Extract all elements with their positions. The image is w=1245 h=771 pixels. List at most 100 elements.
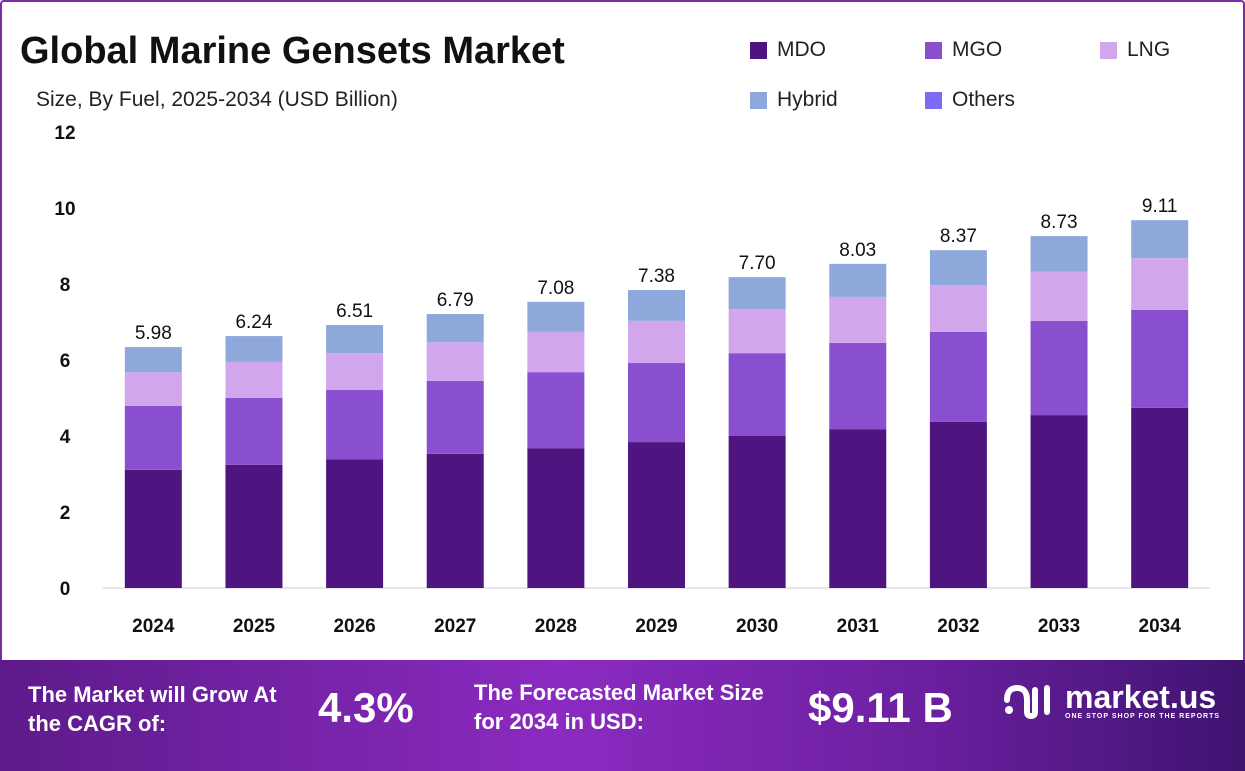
- bar-segment-lng-2024: [124, 372, 182, 406]
- total-label: 9.11: [1142, 196, 1178, 217]
- market-us-logo: market.us ONE STOP SHOP FOR THE REPORTS: [1003, 680, 1220, 720]
- y-tick-label: 2: [60, 503, 71, 524]
- bar-segment-hybrid-2026: [326, 325, 384, 354]
- total-label: 6.24: [235, 312, 272, 333]
- y-tick-label: 6: [60, 351, 71, 372]
- x-tick-label: 2033: [1038, 616, 1080, 637]
- total-label: 6.51: [336, 301, 373, 322]
- bar-segment-mgo-2028: [527, 372, 585, 449]
- stacked-bar-chart: 0 2 4 6 8 10 12 5.98 2024 6.24 2025 6.51 2026 6.79 202…: [54, 123, 1210, 637]
- bar-segment-lng-2025: [225, 361, 283, 398]
- total-label: 7.70: [739, 253, 776, 274]
- y-tick-label: 0: [60, 579, 71, 600]
- bar-segment-mdo-2027: [426, 453, 484, 588]
- bar-segment-mgo-2026: [326, 390, 384, 460]
- bar-segment-hybrid-2030: [728, 277, 786, 310]
- bar-segment-mgo-2033: [1030, 320, 1088, 416]
- bar-segment-mdo-2024: [124, 469, 182, 588]
- x-tick-label: 2025: [233, 616, 276, 637]
- legend-label: Hybrid: [777, 88, 838, 111]
- x-tick-label: 2029: [635, 616, 677, 637]
- footer-banner: The Market will Grow At the CAGR of: 4.3…: [0, 660, 1245, 771]
- bar-segment-mgo-2024: [124, 405, 182, 470]
- y-tick-label: 4: [60, 427, 71, 448]
- bar-segment-lng-2028: [527, 331, 585, 373]
- logo-name: market.us: [1065, 678, 1217, 715]
- bar-segment-mgo-2032: [929, 331, 987, 422]
- bar-segment-lng-2027: [426, 342, 484, 381]
- legend-swatch: [750, 41, 767, 59]
- legend-item-hybrid: Hybrid: [750, 88, 925, 112]
- legend: MDO MGO LNG Hybrid Others: [750, 38, 1230, 112]
- bar-segment-lng-2034: [1131, 258, 1189, 310]
- bar-segment-mgo-2034: [1131, 309, 1189, 408]
- y-tick-label: 12: [54, 123, 75, 144]
- x-tick-label: 2032: [937, 616, 979, 637]
- cagr-value: 4.3%: [318, 684, 414, 731]
- bar-segment-lng-2029: [628, 320, 685, 364]
- legend-label: MDO: [777, 38, 826, 61]
- bar-segment-mgo-2025: [225, 398, 283, 465]
- x-tick-label: 2028: [535, 616, 577, 637]
- bar-segment-lng-2026: [326, 353, 384, 391]
- bar-segment-hybrid-2024: [124, 347, 182, 373]
- bar-segment-lng-2033: [1030, 271, 1088, 321]
- bar-segment-mgo-2030: [728, 353, 786, 436]
- bar-segment-mdo-2030: [728, 436, 786, 588]
- logo-tagline: ONE STOP SHOP FOR THE REPORTS: [1065, 712, 1221, 720]
- legend-swatch: [1100, 41, 1117, 59]
- x-tick-label: 2030: [736, 616, 778, 637]
- logo-icon: [1004, 684, 1050, 720]
- y-tick-label: 10: [54, 199, 75, 220]
- legend-item-mdo: MDO: [750, 38, 925, 62]
- bar-segment-mgo-2027: [426, 380, 484, 454]
- y-tick-label: 8: [60, 275, 71, 296]
- bar-segment-mdo-2034: [1131, 407, 1189, 588]
- total-label: 8.37: [940, 226, 977, 247]
- chart-subtitle: Size, By Fuel, 2025-2034 (USD Billion): [36, 88, 398, 111]
- bar-segment-mdo-2033: [1030, 415, 1088, 588]
- x-tick-label: 2031: [837, 616, 880, 637]
- total-label: 6.79: [437, 290, 474, 311]
- legend-item-lng: LNG: [1100, 38, 1230, 62]
- bar-segment-lng-2032: [929, 285, 987, 332]
- bar-segment-mgo-2029: [628, 363, 685, 443]
- legend-swatch: [750, 91, 767, 109]
- cagr-label: The Market will Grow At the CAGR of:: [28, 682, 277, 736]
- total-label: 8.03: [839, 240, 876, 261]
- bar-segment-hybrid-2029: [628, 290, 685, 321]
- legend-label: LNG: [1127, 38, 1171, 61]
- forecast-label: The Forecasted Market Size for 2034 in U…: [474, 680, 764, 734]
- x-tick-label: 2027: [434, 616, 476, 637]
- bar-segment-mdo-2029: [628, 442, 685, 588]
- x-tick-label: 2024: [132, 616, 175, 637]
- total-label: 8.73: [1041, 212, 1078, 233]
- bar-segment-hybrid-2034: [1131, 220, 1189, 259]
- forecast-value: $9.11 B: [808, 684, 953, 731]
- bar-segment-hybrid-2027: [426, 314, 484, 343]
- bar-segment-mdo-2028: [527, 448, 585, 588]
- legend-label: Others: [952, 88, 1016, 111]
- bar-segment-mdo-2031: [829, 429, 887, 588]
- total-label: 5.98: [135, 323, 172, 344]
- chart-title: Global Marine Gensets Market: [20, 30, 565, 72]
- bar-segment-mdo-2025: [225, 464, 283, 588]
- bar-segment-hybrid-2031: [829, 263, 887, 297]
- x-tick-label: 2026: [333, 616, 375, 637]
- bar-segment-mdo-2032: [929, 421, 987, 588]
- legend-label: MGO: [952, 38, 1003, 61]
- x-tick-label: 2034: [1139, 616, 1182, 637]
- bar-segment-lng-2030: [728, 309, 786, 354]
- bar-segment-lng-2031: [829, 296, 887, 343]
- legend-item-mgo: MGO: [925, 38, 1100, 62]
- legend-swatch: [925, 41, 942, 59]
- bar-segment-mgo-2031: [829, 342, 887, 430]
- bar-segment-mdo-2026: [326, 459, 384, 588]
- bar-segment-hybrid-2032: [929, 250, 987, 286]
- bar-segment-hybrid-2025: [225, 336, 283, 362]
- bar-segment-hybrid-2028: [527, 301, 585, 332]
- legend-swatch: [925, 91, 942, 109]
- total-label: 7.08: [537, 278, 574, 299]
- legend-item-others: Others: [925, 88, 1100, 112]
- total-label: 7.38: [638, 266, 675, 287]
